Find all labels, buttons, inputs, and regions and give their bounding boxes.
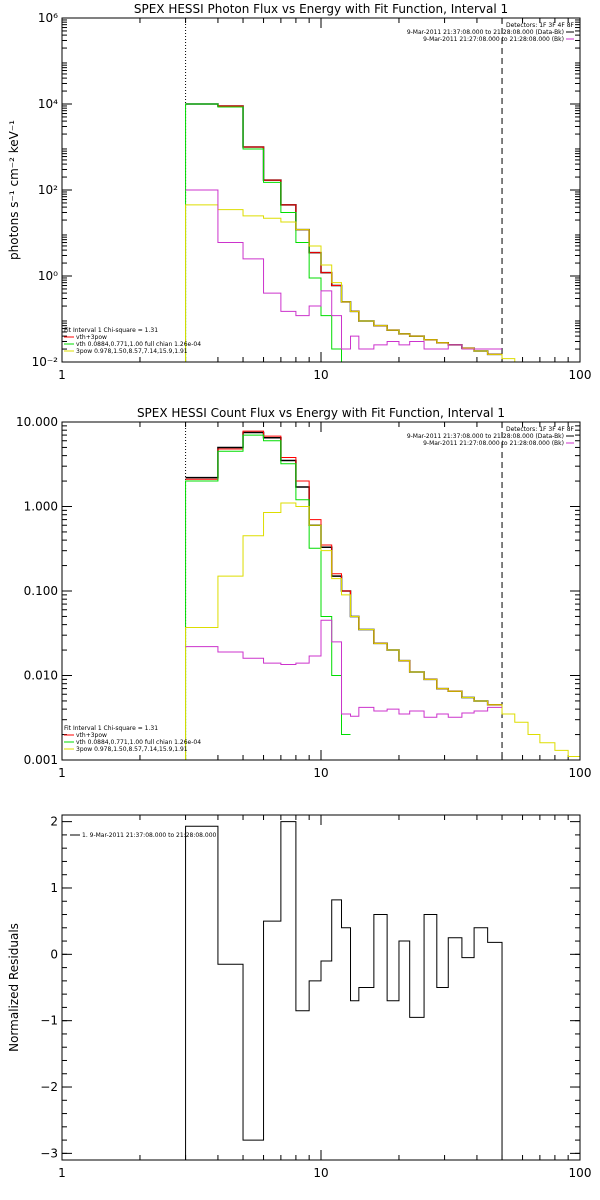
data-series-4 bbox=[185, 619, 503, 718]
photon-flux-panel: SPEX HESSI Photon Flux vs Energy with Fi… bbox=[7, 2, 591, 382]
legend-top: Detectors: 1F 3F 4F 8F9-Mar-2011 21:37:0… bbox=[407, 426, 575, 447]
y-tick-label: 10² bbox=[38, 183, 58, 197]
legend-item: vth 0.0884,0.771,1.00 full chian 1.26e-0… bbox=[76, 739, 201, 746]
legend-top: 1. 9-Mar-2011 21:37:08.000 to 21:28:08.0… bbox=[70, 832, 217, 839]
chart-title: SPEX HESSI Count Flux vs Energy with Fit… bbox=[137, 406, 505, 420]
data-series-1 bbox=[185, 103, 503, 355]
y-tick-label: −2 bbox=[40, 1080, 58, 1094]
data-series-0 bbox=[185, 431, 503, 706]
legend-header: Detectors: 1F 3F 4F 8F bbox=[506, 426, 575, 433]
legend-header: Fit Interval 1 Chi-square = 1.31 bbox=[64, 327, 158, 334]
series-group bbox=[185, 821, 503, 1160]
y-tick-label: 1.000 bbox=[24, 500, 58, 514]
y-tick-label: 0.010 bbox=[24, 669, 58, 683]
legend-item: 3pow 0.978,1.50,8.57,7.14,15.9,1.91 bbox=[76, 746, 188, 753]
data-series-3 bbox=[185, 204, 540, 362]
data-series-0 bbox=[185, 821, 503, 1160]
chart-title: SPEX HESSI Photon Flux vs Energy with Fi… bbox=[134, 2, 508, 16]
legend-header: Fit Interval 1 Chi-square = 1.31 bbox=[64, 725, 158, 732]
data-series-4 bbox=[185, 189, 503, 350]
y-tick-label: 0.001 bbox=[24, 753, 58, 767]
y-tick-label: 10⁶ bbox=[38, 11, 58, 25]
y-tick-label: −3 bbox=[40, 1146, 58, 1160]
data-series-3 bbox=[185, 502, 580, 760]
x-tick-label: 10 bbox=[313, 368, 328, 382]
x-tick-label: 10 bbox=[313, 1166, 328, 1180]
y-axis-label: photons s⁻¹ cm⁻² keV⁻¹ bbox=[7, 120, 21, 260]
data-series-2 bbox=[185, 434, 351, 760]
legend-item: vth 0.0884,0.771,1.00 full chian 1.26e-0… bbox=[76, 341, 201, 348]
legend-item: 3pow 0.978,1.50,8.57,7.14,15.9,1.91 bbox=[76, 348, 188, 355]
data-series-0 bbox=[185, 103, 503, 356]
y-tick-label: 10⁻² bbox=[32, 355, 59, 369]
legend-item: 1. 9-Mar-2011 21:37:08.000 to 21:28:08.0… bbox=[82, 832, 217, 839]
x-tick-label: 1 bbox=[58, 368, 66, 382]
count-flux-panel: SPEX HESSI Count Flux vs Energy with Fit… bbox=[16, 406, 591, 780]
legend-item: vth+3pow bbox=[76, 732, 107, 739]
y-axis-label: Normalized Residuals bbox=[7, 923, 21, 1052]
legend-item: 9-Mar-2011 21:37:08.000 to 21:28:08.000 … bbox=[407, 433, 564, 440]
legend-item: 9-Mar-2011 21:27:08.000 to 21:28:08.000 … bbox=[423, 440, 564, 447]
legend-header: Detectors: 1F 3F 4F 8F bbox=[506, 22, 575, 29]
x-tick-label: 100 bbox=[569, 1166, 592, 1180]
data-series-1 bbox=[185, 430, 503, 706]
y-tick-label: 10.000 bbox=[16, 415, 58, 429]
legend-item: vth+3pow bbox=[76, 334, 107, 341]
legend-item: 9-Mar-2011 21:27:08.000 to 21:28:08.000 … bbox=[423, 36, 564, 43]
y-tick-label: 10⁰ bbox=[38, 269, 58, 283]
data-series-2 bbox=[185, 103, 351, 362]
legend-item: 9-Mar-2011 21:37:08.000 to 21:28:08.000 … bbox=[407, 29, 564, 36]
x-tick-label: 100 bbox=[569, 766, 592, 780]
residuals-panel: 1 10 100 −3 −2 −1 0 1 2 Normalized Residuals 1. 9-… bbox=[7, 814, 592, 1180]
plot-frame bbox=[61, 17, 581, 363]
y-tick-label: 2 bbox=[50, 815, 58, 829]
y-tick-label: −1 bbox=[40, 1014, 58, 1028]
legend-top: Detectors: 1F 3F 4F 8F9-Mar-2011 21:37:0… bbox=[407, 22, 575, 43]
x-tick-label: 100 bbox=[569, 368, 592, 382]
y-tick-label: 0.100 bbox=[24, 584, 58, 598]
plot-frame bbox=[61, 814, 581, 1161]
y-tick-label: 1 bbox=[50, 881, 58, 895]
series-group bbox=[185, 430, 580, 760]
series-group bbox=[185, 103, 540, 362]
y-tick-label: 10⁴ bbox=[38, 97, 58, 111]
legend-bottom: Fit Interval 1 Chi-square = 1.31vth+3pow… bbox=[64, 725, 201, 753]
plot-frame bbox=[61, 421, 581, 761]
legend-bottom: Fit Interval 1 Chi-square = 1.31vth+3pow… bbox=[64, 327, 201, 355]
x-tick-label: 10 bbox=[313, 766, 328, 780]
y-tick-label: 0 bbox=[50, 947, 58, 961]
x-tick-label: 1 bbox=[58, 1166, 66, 1180]
x-tick-label: 1 bbox=[58, 766, 66, 780]
